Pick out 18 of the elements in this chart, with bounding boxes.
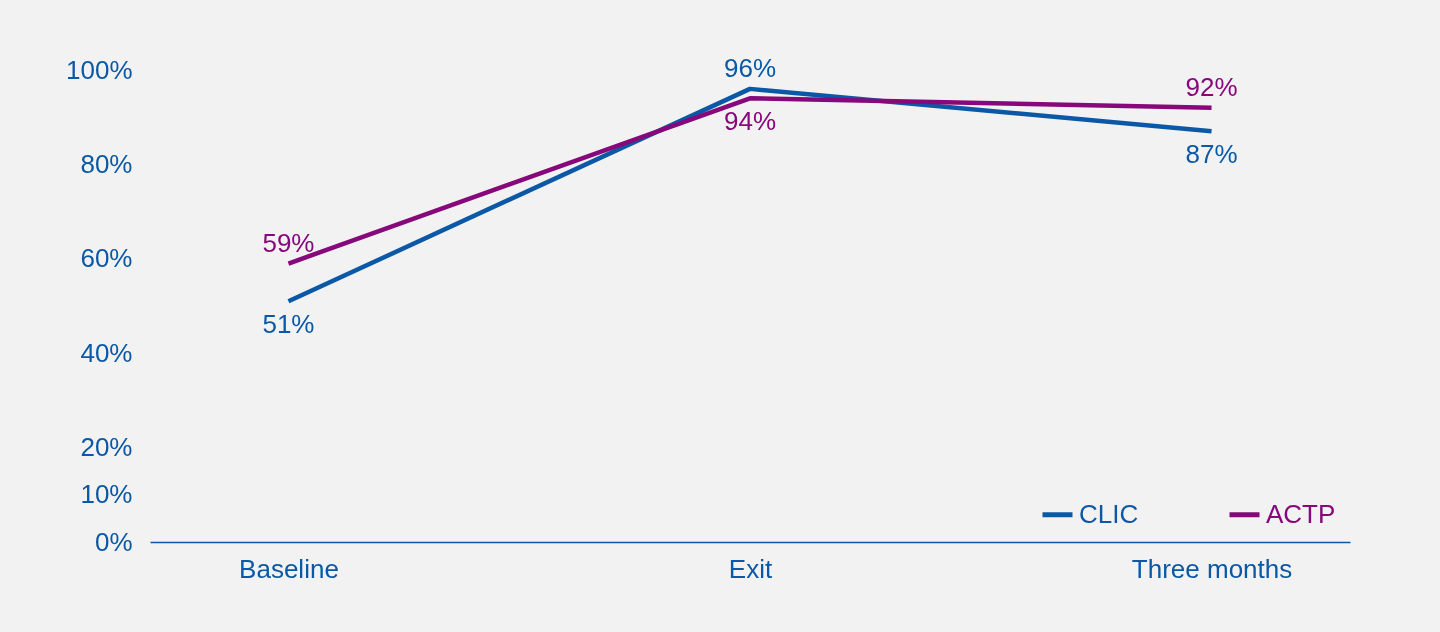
legend-label: ACTP <box>1266 498 1336 529</box>
y-tick-label: 0% <box>94 526 133 557</box>
y-tick-label: 40% <box>80 337 133 368</box>
legend-label: CLIC <box>1079 498 1139 529</box>
data-label: 51% <box>262 309 315 340</box>
data-label: 59% <box>262 227 315 258</box>
x-tick-label: Baseline <box>239 553 339 584</box>
data-label: 87% <box>1185 139 1238 170</box>
y-tick-label: 100% <box>66 54 133 85</box>
y-tick-label: 20% <box>80 432 133 463</box>
y-tick-label: 10% <box>80 479 133 510</box>
y-tick-label: 60% <box>80 243 133 274</box>
x-tick-label: Exit <box>728 553 773 584</box>
data-label: 94% <box>723 106 777 137</box>
data-label: 96% <box>723 52 777 83</box>
x-tick-label: Three months <box>1131 553 1293 584</box>
y-tick-label: 80% <box>80 148 133 179</box>
data-label: 92% <box>1185 71 1238 102</box>
